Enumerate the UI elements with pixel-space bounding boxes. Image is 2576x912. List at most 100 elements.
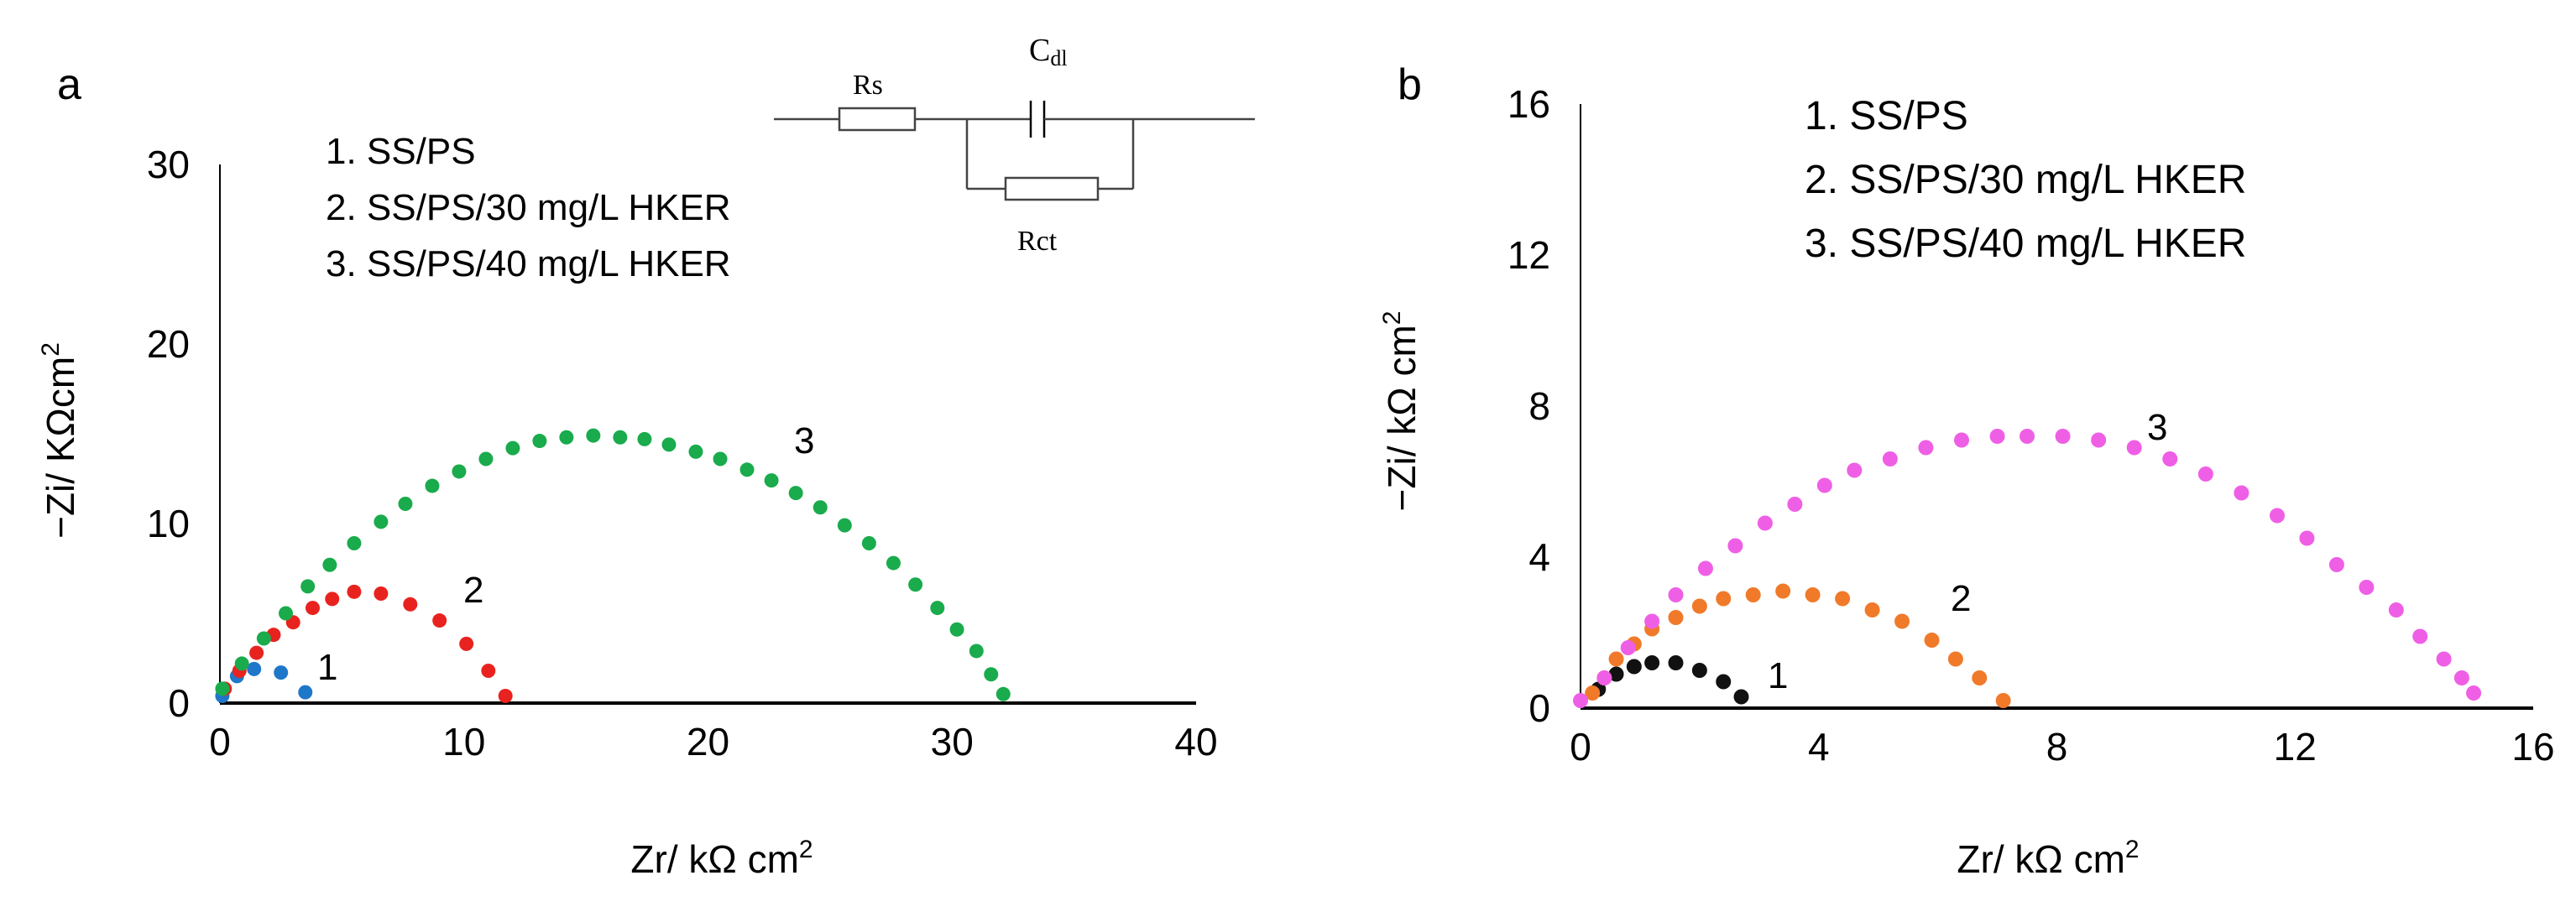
panel-b-data-points [1573, 429, 2482, 708]
panel-b-series-2-point-7 [1716, 591, 1732, 607]
panel-b-series-2-point-10 [1805, 587, 1821, 602]
panel-a-series-3-point-4 [300, 579, 316, 594]
panel-b-series-3-point-5 [1697, 560, 1713, 576]
panel-a-series-3-point-17 [637, 431, 652, 446]
panel-b-series-3-point-22 [2269, 508, 2285, 524]
panel-a-series-2-point-9 [403, 597, 418, 612]
panel-a-series-3-point-27 [886, 555, 901, 571]
panel-b-series-3-point-12 [1918, 440, 1934, 456]
panel-a-y-tick-labels: 0 10 20 30 [147, 143, 190, 725]
panel-b-x-tick-label-3: 12 [2274, 725, 2317, 769]
panel-b-label: b [1398, 60, 1422, 109]
panel-b-series-3-point-1 [1596, 670, 1612, 685]
panel-a-axes [219, 164, 1196, 705]
panel-b-series-2-point-13 [1894, 613, 1910, 629]
panel-a-series-3-point-15 [586, 428, 601, 443]
panel-a-series-3 [215, 428, 1011, 701]
panel-b-series-3-point-27 [2412, 628, 2428, 644]
panel-b-series-3-point-26 [2388, 602, 2404, 618]
panel-a-y-tick-label-1: 10 [147, 502, 190, 545]
panel-a-series-2-point-6 [325, 591, 340, 607]
panel-b-series-2-point-2 [1608, 651, 1624, 667]
panel-a-series-3-point-23 [788, 486, 803, 501]
panel-b-series-2-point-11 [1835, 591, 1851, 607]
panel-a-series-3-point-9 [425, 478, 440, 493]
panel-a-series-3-point-3 [279, 606, 294, 621]
panel-a-series-3-point-16 [613, 430, 628, 445]
panel-b-x-tick-labels: 0 4 8 12 16 [1570, 725, 2554, 769]
panel-b-series-3-point-18 [2126, 440, 2142, 456]
circuit-cdl-label: Cdl [1029, 33, 1068, 70]
panel-a-x-tick-label-1: 10 [442, 720, 485, 763]
panel-b-y-tick-label-4: 16 [1507, 82, 1550, 126]
panel-b-series-3-point-10 [1847, 462, 1863, 478]
panel-a-series-3-point-13 [532, 434, 547, 449]
panel-b-y-axis-title: −Zi/ kΩ cm2 [1378, 311, 1424, 512]
panel-a-series-1-point-4 [298, 685, 313, 700]
panel-a-series-3-point-22 [764, 473, 779, 488]
panel-a-series-1-point-2 [247, 661, 262, 676]
panel-b-series-1-point-3 [1644, 655, 1660, 670]
panel-b-series-2-point-15 [1947, 651, 1963, 667]
panel-b-x-tick-label-1: 4 [1808, 725, 1830, 769]
panel-b-legend-item-1: 1. SS/PS [1805, 94, 1968, 138]
panel-b-series-3-point-7 [1757, 515, 1773, 531]
panel-a-series-3-point-31 [969, 644, 984, 659]
panel-a-y-axis-title: −Zi/ KΩcm2 [37, 342, 82, 539]
panel-b-series-2-point-9 [1775, 583, 1791, 599]
panel-b-series-3-point-15 [2020, 429, 2035, 444]
circuit-resistor-rct [1004, 176, 1100, 201]
panel-b-series-3-point-2 [1620, 640, 1636, 655]
equivalent-circuit-diagram [774, 101, 1255, 201]
panel-a-x-tick-label-3: 30 [931, 720, 974, 763]
panel-b-series-3-point-28 [2436, 651, 2452, 667]
panel-b-series-2-point-17 [1995, 693, 2011, 708]
panel-b-x-tick-label-4: 16 [2511, 725, 2554, 769]
panel-b-series-1-point-2 [1626, 659, 1642, 675]
panel-b-legend-item-3: 3. SS/PS/40 mg/L HKER [1805, 221, 2246, 266]
panel-a-series-2-point-10 [432, 613, 447, 628]
panel-a-series-3-point-21 [739, 462, 755, 477]
panel-a-series-3-point-7 [374, 514, 389, 529]
panel-a-series-3-point-12 [505, 440, 520, 456]
panel-a-series-2-point-8 [374, 586, 389, 601]
panel-b-series-3-point-11 [1882, 451, 1898, 466]
panel-a-series-3-point-29 [930, 601, 945, 616]
panel-b-y-tick-labels: 0 4 8 12 16 [1507, 82, 1550, 730]
panel-a-x-tick-label-0: 0 [209, 720, 231, 763]
panel-a-series-2-point-5 [305, 601, 320, 616]
panel-a-data-points [215, 428, 1011, 703]
panel-b-series-1-point-6 [1716, 674, 1732, 690]
panel-b-series-3-point-29 [2453, 670, 2469, 685]
panel-a-series-3-point-24 [813, 500, 828, 515]
panel-a-y-tick-label-2: 20 [147, 322, 190, 366]
panel-b-series-3-point-0 [1573, 693, 1588, 708]
panel-b-y-tick-label-2: 8 [1528, 384, 1550, 428]
panel-b-series-3-point-30 [2466, 685, 2482, 701]
panel-a-legend: 1. SS/PS 2. SS/PS/30 mg/L HKER 3. SS/PS/… [326, 131, 731, 284]
circuit-resistor-rs [838, 107, 917, 132]
panel-b-series-3-point-24 [2328, 557, 2344, 572]
panel-b-series-1-point-1 [1608, 666, 1624, 682]
panel-b-series-3-point-8 [1787, 497, 1803, 512]
panel-b-series-3-point-25 [2359, 580, 2375, 595]
panel-b-series-3-point-20 [2197, 466, 2213, 482]
panel-b-curve-label-2: 2 [1951, 578, 1971, 619]
circuit-rs-label: Rs [853, 70, 883, 101]
panel-a-x-tick-labels: 0 10 20 30 40 [209, 720, 1217, 763]
panel-a-series-2-point-11 [459, 636, 474, 651]
panel-a-x-tick-label-2: 20 [687, 720, 729, 763]
panel-a-series-3-point-26 [861, 536, 876, 551]
panel-b-axes [1580, 104, 2533, 710]
panel-a-series-3-point-0 [215, 681, 230, 696]
panel-b-x-tick-label-0: 0 [1570, 725, 1591, 769]
panel-b-y-tick-label-0: 0 [1528, 686, 1550, 730]
panel-b-x-axis-title: Zr/ kΩ cm2 [1957, 836, 2139, 881]
panel-a-x-axis-title: Zr/ kΩ cm2 [630, 836, 813, 881]
panel-a-series-3-point-33 [995, 686, 1011, 701]
panel-b-x-tick-label-2: 8 [2046, 725, 2068, 769]
panel-a-series-3-point-10 [452, 464, 467, 479]
panel-b-series-3-point-3 [1644, 613, 1660, 629]
